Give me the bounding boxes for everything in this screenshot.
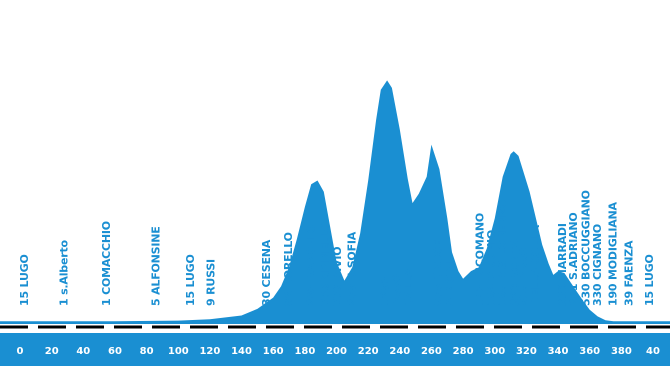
waypoint-label: 1 s.Alberto (58, 239, 71, 306)
waypoint-label: 195 B.S.LORENZO (496, 199, 509, 306)
x-tick-label: 340 (548, 346, 569, 357)
waypoint-label: 259 S.SOFIA (346, 231, 359, 306)
x-tick-label: 140 (231, 346, 252, 357)
x-tick-label: 300 (484, 346, 505, 357)
waypoint-label: 776 BIVIO (331, 247, 344, 306)
waypoint-label: 530 BOCCUGGIANO (580, 190, 593, 306)
waypoint-label: 1 COMACCHIO (100, 221, 113, 306)
waypoint-label: 1292 (379, 276, 392, 306)
x-tick-label: 360 (579, 346, 600, 357)
waypoint-label: P.550 (391, 273, 404, 306)
elevation-area (0, 80, 670, 325)
x-tick-label: 380 (611, 346, 632, 357)
waypoint-label: 39 FAENZA (622, 240, 635, 306)
x-tick-label: 100 (168, 346, 189, 357)
x-tick-label: 20 (45, 346, 59, 357)
x-tick-label: 240 (389, 346, 410, 357)
waypoint-label: DELLA COLLA (529, 225, 542, 306)
waypoint-label: 15 LUGO (643, 254, 656, 306)
x-axis: 0 20 40 60 80 100 120 140 160 180 200 220 240 260 280 3… (0, 333, 670, 366)
x-tick-label: 260 (421, 346, 442, 357)
waypoint-label: 915 P.550 (517, 247, 530, 306)
waypoint-label: 330 CIGNANO (591, 224, 604, 306)
waypoint-label: 5 ALFONSINE (149, 226, 162, 306)
waypoint-label: A MORI (444, 262, 457, 306)
x-tick-label: 160 (263, 346, 284, 357)
x-tick-label: 60 (108, 346, 122, 357)
waypoint-label: 9 RUSSI (205, 259, 218, 306)
waypoint-label: 82 BORELLO (282, 232, 295, 306)
x-tick-label: 120 (199, 346, 220, 357)
x-tick-label: 80 (140, 346, 154, 357)
x-tick-label: 320 (516, 346, 537, 357)
waypoint-label: 261 S.ADRIANO (567, 212, 580, 306)
waypoint-label: 190 MODIGLIANA (607, 201, 620, 306)
x-axis-band (0, 333, 670, 366)
x-tick-label: 0 (17, 346, 24, 357)
x-tick-label: 40 (646, 346, 660, 357)
waypoint-labels: 15 LUGO 1 s.Alberto 1 COMACCHIO 5 ALFONSINE… (18, 190, 656, 306)
waypoint-label: 330 MARRADI (556, 223, 569, 306)
waypoint-label: 15 LUGO (184, 254, 197, 306)
x-tick-label: 40 (76, 346, 90, 357)
waypoint-label: 753 SPINELLO (319, 222, 332, 306)
waypoint-label: 142 DICOMANO (474, 213, 487, 306)
waypoint-label: 320 RONTA (509, 238, 522, 306)
x-tick-label: 220 (358, 346, 379, 357)
waypoint-label: 955 CROCE (432, 240, 445, 306)
x-tick-label: 200 (326, 346, 347, 357)
waypoint-label: 194 VICCHIO (485, 230, 498, 306)
x-tick-label: 180 (294, 346, 315, 357)
waypoint-label: 15 LUGO (18, 254, 31, 306)
x-tick-label: 280 (453, 346, 474, 357)
waypoint-label: CALLA (403, 267, 416, 306)
area-layer (0, 80, 670, 325)
waypoint-label: 30 CESENA (260, 239, 273, 306)
waypoint-label: 262 RANCHIO (304, 224, 317, 306)
